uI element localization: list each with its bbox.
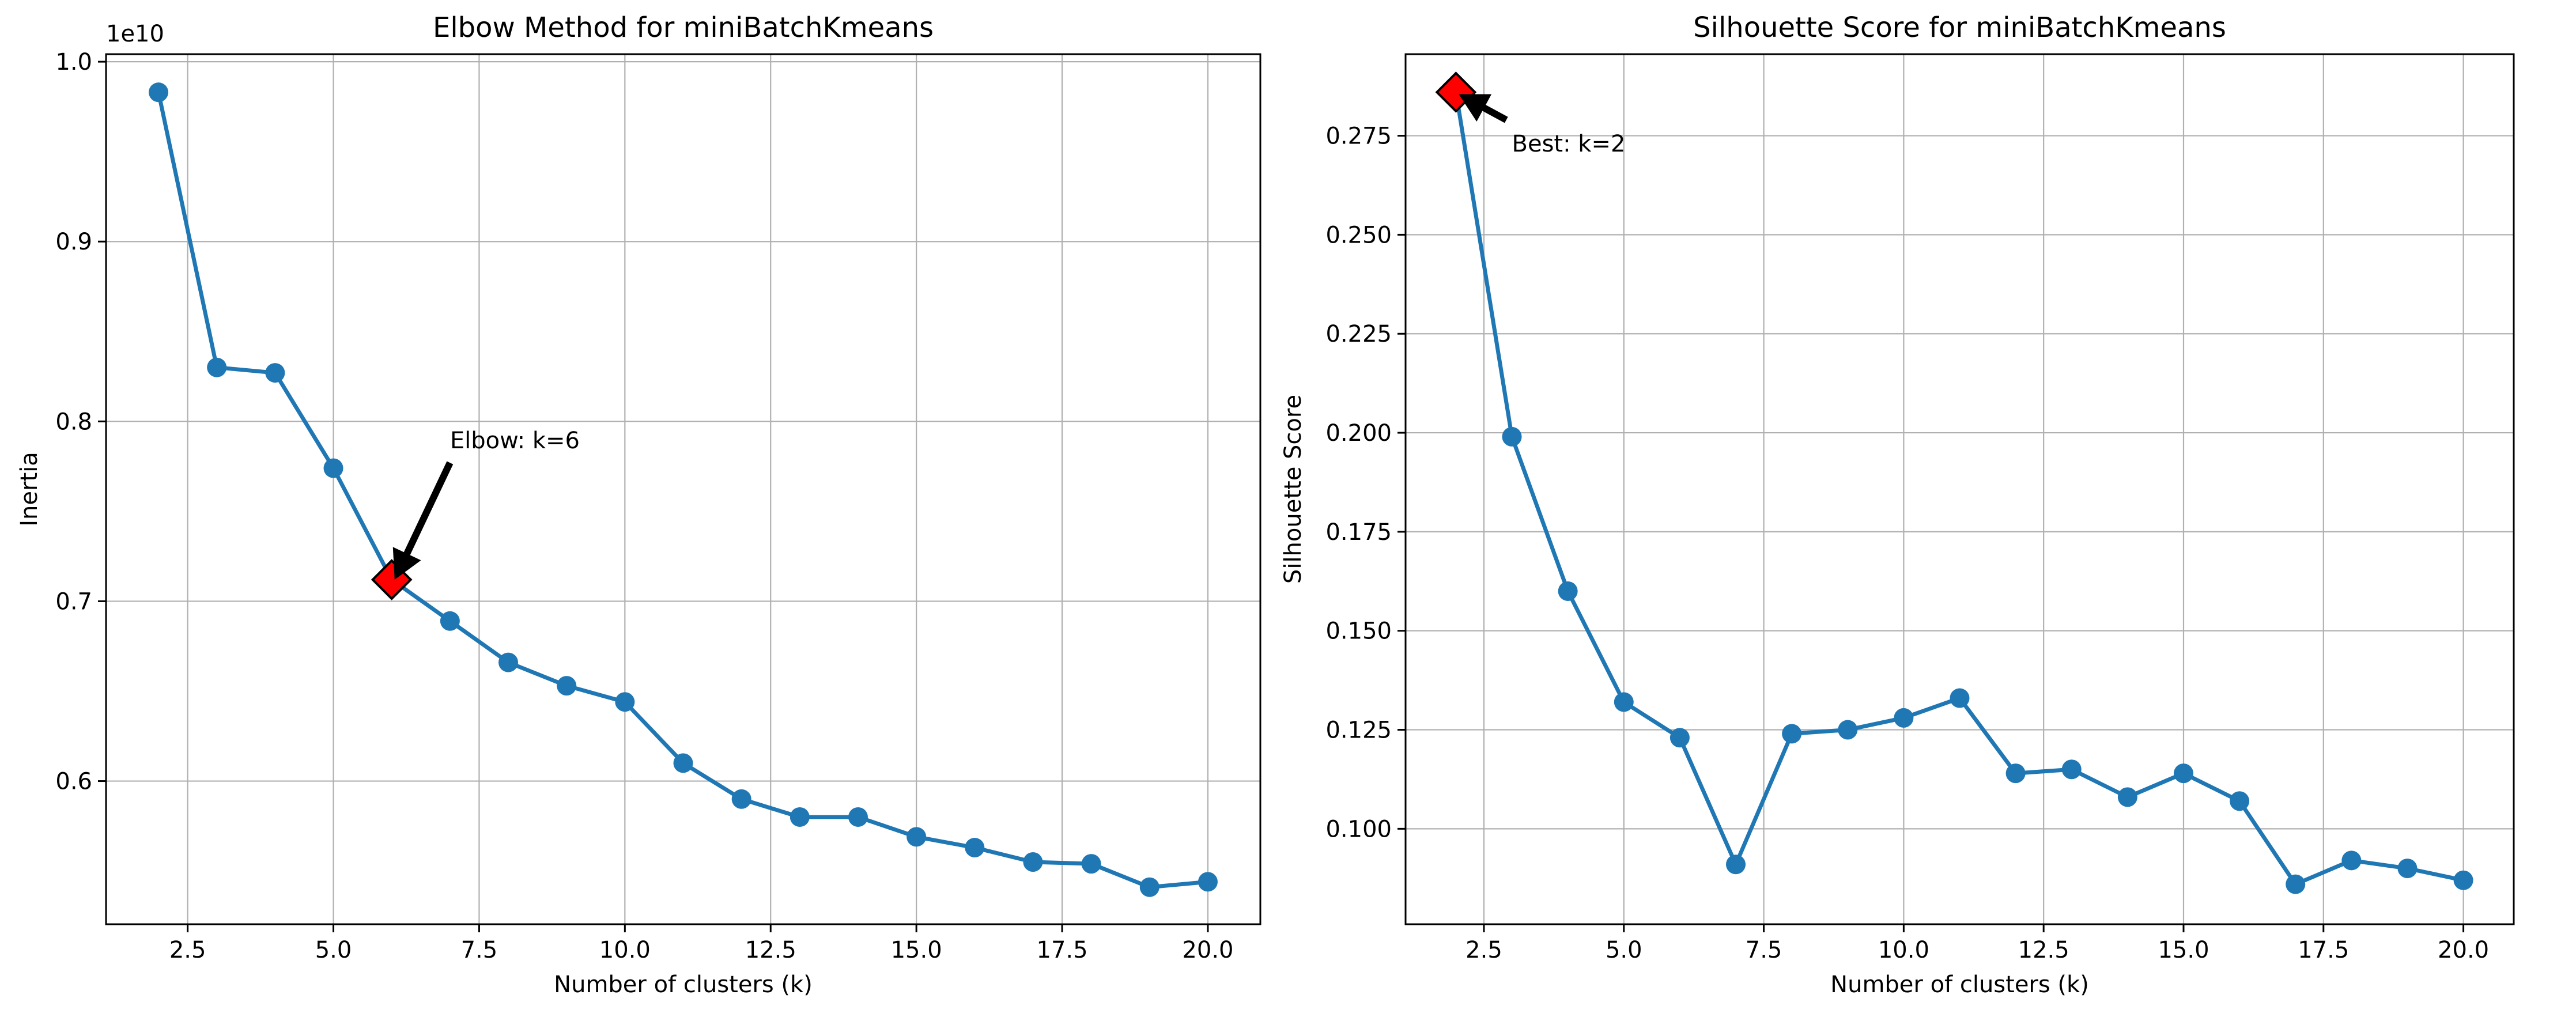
data-point — [2286, 874, 2306, 894]
data-point — [1726, 855, 1746, 875]
x-tick-label: 17.5 — [2298, 937, 2349, 963]
y-tick-label: 0.275 — [1325, 123, 1392, 150]
annotation-text: Elbow: k=6 — [450, 428, 580, 454]
data-point — [906, 827, 927, 847]
data-point — [323, 458, 343, 478]
data-point — [2173, 763, 2193, 784]
data-point — [615, 692, 635, 712]
chart-title: Silhouette Score for miniBatchKmeans — [1693, 12, 2226, 44]
x-tick-label: 7.5 — [461, 937, 498, 963]
y-tick-label: 0.250 — [1325, 222, 1392, 248]
data-point — [2397, 859, 2418, 879]
x-tick-label: 2.5 — [169, 937, 206, 963]
data-point — [2453, 870, 2473, 890]
data-point — [2005, 763, 2026, 784]
data-point — [1838, 720, 1858, 740]
y-axis-label: Inertia — [16, 452, 43, 527]
data-point — [2117, 787, 2137, 807]
y-tick-label: 0.9 — [55, 229, 92, 255]
data-point — [265, 363, 285, 383]
elbow-chart: Elbow: k=6 2.5 5.0 7.5 10.0 12.5 15.0 17.5 20.0 0… — [16, 12, 1261, 998]
data-point — [149, 82, 169, 103]
data-point — [440, 611, 460, 631]
x-tick-label: 20.0 — [2438, 937, 2489, 963]
y-tick-label: 0.150 — [1325, 618, 1392, 645]
data-point — [965, 838, 985, 858]
x-tick-label: 12.5 — [2018, 937, 2069, 963]
data-point — [1558, 581, 1578, 601]
plot-frame — [105, 53, 1261, 925]
y-tick-label: 0.225 — [1325, 321, 1392, 347]
x-axis-label: Number of clusters (k) — [1830, 971, 2089, 998]
silhouette-chart: Best: k=2 2.5 5.0 7.5 10.0 12.5 15.0 17.5 20.0 0.… — [1280, 12, 2515, 998]
plot-frame — [1404, 53, 2515, 925]
data-point — [1081, 854, 1101, 874]
y-axis-label: Silhouette Score — [1280, 395, 1306, 584]
y-tick-label: 0.7 — [55, 588, 92, 615]
chart-title: Elbow Method for miniBatchKmeans — [433, 12, 934, 44]
data-point — [848, 807, 868, 827]
y-tick-label: 0.8 — [55, 409, 92, 435]
data-point — [1670, 728, 1690, 748]
y-tick-label: 0.175 — [1325, 519, 1392, 546]
annotation-arrow — [1459, 94, 1508, 123]
x-tick-label: 15.0 — [2158, 937, 2209, 963]
data-point — [1950, 688, 1970, 708]
annotation-text: Best: k=2 — [1512, 131, 1626, 157]
annotation-arrow — [392, 461, 454, 580]
x-tick-label: 17.5 — [1037, 937, 1088, 963]
data-point — [1614, 692, 1634, 712]
x-tick-label: 5.0 — [315, 937, 352, 963]
x-tick-label: 15.0 — [891, 937, 942, 963]
data-point — [1894, 708, 1914, 728]
x-tick-label: 2.5 — [1465, 937, 1502, 963]
y-tick-label: 0.200 — [1325, 420, 1392, 447]
y-tick-label: 0.6 — [55, 769, 92, 795]
data-point — [1782, 724, 1802, 744]
x-tick-label: 10.0 — [1878, 937, 1929, 963]
y-tick-label: 1.0 — [55, 49, 92, 75]
x-tick-label: 5.0 — [1606, 937, 1642, 963]
data-point — [2061, 759, 2082, 780]
data-point — [557, 676, 577, 696]
data-point — [1198, 872, 1218, 892]
data-point — [2341, 850, 2362, 871]
series-line — [1453, 92, 2464, 887]
y-tick-label: 0.125 — [1325, 717, 1392, 744]
data-point — [498, 652, 519, 672]
data-point — [1139, 877, 1159, 897]
data-point — [1502, 426, 1522, 447]
y-tick-label: 0.100 — [1325, 816, 1392, 842]
x-tick-label: 12.5 — [745, 937, 796, 963]
y-offset-label: 1e10 — [106, 21, 164, 47]
data-point — [673, 753, 693, 773]
x-tick-label: 10.0 — [599, 937, 651, 963]
data-point — [2230, 791, 2250, 811]
data-point — [207, 357, 227, 377]
data-point — [1023, 852, 1043, 872]
x-axis-label: Number of clusters (k) — [554, 971, 813, 998]
x-tick-label: 20.0 — [1182, 937, 1233, 963]
data-point — [790, 807, 810, 827]
data-point — [731, 789, 751, 809]
x-tick-label: 7.5 — [1746, 937, 1782, 963]
